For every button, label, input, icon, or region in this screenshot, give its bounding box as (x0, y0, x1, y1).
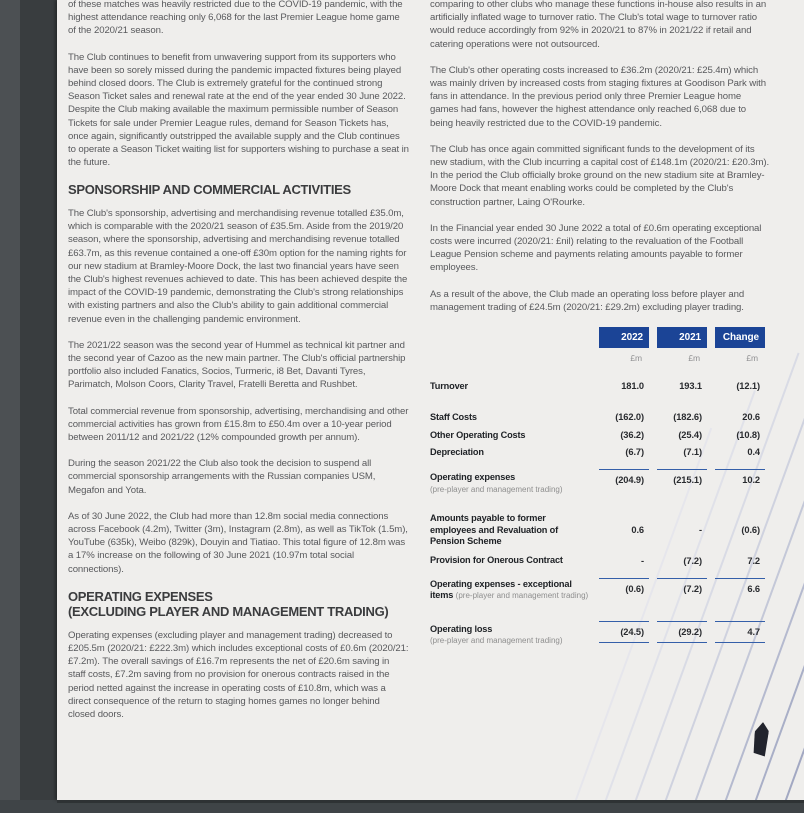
left-column: of these matches was heavily restricted … (68, 0, 409, 734)
table-row-operating-expenses: Operating expenses (pre-player and manag… (430, 466, 771, 495)
row-sublabel: (pre-player and management trading) (430, 484, 563, 494)
row-label: Provision for Onerous Contract (430, 555, 563, 566)
table-row-staff-costs: Staff Costs (162.0) (182.6) 20.6 (430, 410, 771, 425)
cell-value: 7.2 (747, 555, 760, 566)
cell-value: 0.6 (631, 524, 644, 535)
row-label: Staff Costs (430, 412, 477, 423)
column-header-change: Change (715, 327, 765, 349)
cell-value: (0.6) (599, 577, 649, 597)
financial-summary-table: 2022 2021 Change £m £m £m Turnover 181.0… (430, 327, 771, 647)
cell-value: (162.0) (615, 412, 644, 423)
unit-label: £m (688, 353, 700, 364)
cell-value: 193.1 (679, 381, 702, 392)
paragraph: The Club's other operating costs increas… (430, 64, 766, 129)
paragraph: The Club's sponsorship, advertising and … (68, 207, 408, 325)
table-row-depreciation: Depreciation (6.7) (7.1) 0.4 (430, 445, 771, 460)
table-row-provision-onerous-contract: Provision for Onerous Contract - (7.2) 7… (430, 554, 771, 569)
cell-value: (12.1) (736, 381, 760, 392)
cell-value: 0.4 (747, 446, 760, 457)
unit-label: £m (746, 353, 758, 364)
paragraph: The 2021/22 season was the second year o… (68, 339, 406, 391)
row-label: Operating expenses - exceptional items (430, 578, 572, 601)
cell-value: (204.9) (599, 469, 649, 488)
column-header-2021: 2021 (657, 327, 707, 349)
paragraph: of these matches was heavily restricted … (68, 0, 403, 37)
row-label: Turnover (430, 381, 468, 392)
cell-value: (182.6) (673, 412, 702, 423)
row-label: Amounts payable to former employees and … (430, 513, 559, 547)
right-column: comparing to other clubs who manage thes… (430, 0, 771, 647)
row-label: Operating loss (430, 623, 493, 634)
cell-value: (36.2) (620, 429, 644, 440)
cell-value: - (699, 524, 702, 535)
paragraph: As a result of the above, the Club made … (430, 288, 745, 313)
backdrop-left-strip (0, 0, 20, 813)
row-label: Depreciation (430, 446, 484, 457)
paragraph: The Club continues to benefit from unwav… (68, 51, 409, 169)
cell-value: (29.2) (657, 620, 707, 643)
column-header-2022: 2022 (599, 327, 649, 349)
table-row-other-operating-costs: Other Operating Costs (36.2) (25.4) (10.… (430, 428, 771, 443)
cell-value: (25.4) (678, 429, 702, 440)
paragraph: Total commercial revenue from sponsorshi… (68, 405, 409, 443)
operating-expenses-heading: OPERATING EXPENSES (EXCLUDING PLAYER AND… (68, 589, 409, 620)
cell-value: (10.8) (736, 429, 760, 440)
paragraph: Operating expenses (excluding player and… (68, 629, 409, 721)
row-label: Other Operating Costs (430, 429, 526, 440)
heading-line: OPERATING EXPENSES (68, 588, 213, 604)
cell-value: (0.6) (741, 524, 760, 535)
paragraph: In the Financial year ended 30 June 2022… (430, 222, 762, 274)
table-row-operating-loss: Operating loss (pre-player and managemen… (430, 618, 771, 647)
table-unit-row: £m £m £m (430, 352, 771, 365)
paragraph: As of 30 June 2022, the Club had more th… (68, 510, 408, 575)
cell-value: 4.7 (715, 620, 765, 643)
paragraph: The Club has once again committed signif… (430, 143, 770, 208)
sponsorship-heading: SPONSORSHIP AND COMMERCIAL ACTIVITIES (68, 182, 351, 198)
backdrop-bottom-band (0, 800, 804, 813)
backdrop-left-band (20, 0, 57, 813)
table-row-amounts-payable: Amounts payable to former employees and … (430, 513, 771, 548)
row-sublabel: (pre-player and management trading) (455, 591, 589, 601)
cell-value: - (641, 555, 644, 566)
table-row-turnover: Turnover 181.0 193.1 (12.1) (430, 379, 771, 394)
cell-value: (7.2) (657, 577, 707, 597)
table-row-exceptional-items: Operating expenses - exceptional items (… (430, 575, 771, 602)
heading-line: (EXCLUDING PLAYER AND MANAGEMENT TRADING… (68, 604, 389, 620)
report-page: of these matches was heavily restricted … (57, 0, 804, 800)
row-sublabel: (pre-player and management trading) (430, 636, 563, 646)
unit-label: £m (630, 353, 642, 364)
table-header-row: 2022 2021 Change (430, 327, 771, 349)
cell-value: 20.6 (742, 412, 760, 423)
cell-value: (215.1) (657, 469, 707, 488)
tower-silhouette-icon (752, 721, 769, 756)
cell-value: 6.6 (715, 577, 765, 597)
cell-value: (7.2) (683, 555, 702, 566)
paragraph: During the season 2021/22 the Club also … (68, 458, 376, 496)
paragraph: comparing to other clubs who manage thes… (430, 0, 767, 50)
cell-value: (24.5) (599, 620, 649, 643)
cell-value: (7.1) (683, 446, 702, 457)
row-label: Operating expenses (430, 472, 516, 483)
cell-value: 181.0 (621, 381, 644, 392)
cell-value: (6.7) (625, 446, 644, 457)
cell-value: 10.2 (715, 469, 765, 488)
